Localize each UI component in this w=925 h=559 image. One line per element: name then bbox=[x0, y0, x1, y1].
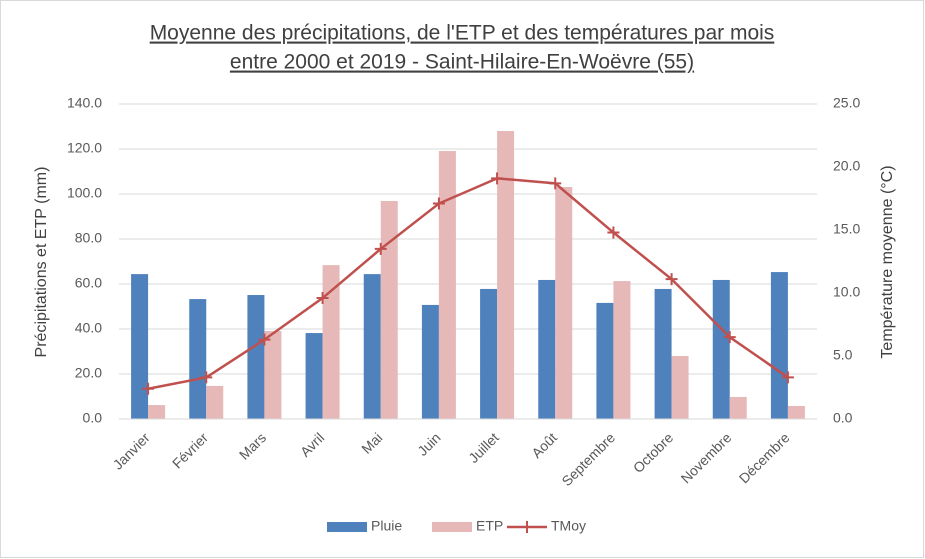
y-tick-label: 0.0 bbox=[83, 410, 103, 426]
bar bbox=[712, 279, 730, 419]
legend-label: Pluie bbox=[371, 518, 402, 534]
bar bbox=[206, 385, 224, 419]
y2-tick-label: 25.0 bbox=[833, 95, 860, 111]
bar bbox=[380, 200, 398, 419]
marker bbox=[432, 197, 445, 210]
bar bbox=[421, 304, 439, 419]
marker bbox=[549, 177, 562, 190]
y2-tick-label: 0.0 bbox=[833, 410, 853, 426]
bar bbox=[671, 356, 689, 419]
marker bbox=[491, 172, 504, 185]
y-tick-label: 40.0 bbox=[75, 320, 102, 336]
y-tick-label: 120.0 bbox=[67, 140, 102, 156]
legend-label: TMoy bbox=[551, 518, 586, 534]
bar bbox=[322, 265, 340, 419]
y-tick-label: 20.0 bbox=[75, 365, 102, 381]
y-tick-label: 140.0 bbox=[67, 95, 102, 111]
bar bbox=[555, 187, 573, 419]
y-tick-label: 60.0 bbox=[75, 275, 102, 291]
y2-tick-label: 20.0 bbox=[833, 158, 860, 174]
legend-label: ETP bbox=[476, 518, 503, 534]
y2-tick-label: 5.0 bbox=[833, 347, 853, 363]
y2-tick-label: 10.0 bbox=[833, 284, 860, 300]
y-tick-label: 100.0 bbox=[67, 185, 102, 201]
bar bbox=[538, 279, 556, 419]
bar bbox=[131, 274, 149, 419]
legend-swatch bbox=[432, 522, 472, 532]
y2-axis-title: Température moyenne (°C) bbox=[879, 165, 896, 358]
legend-swatch bbox=[327, 522, 367, 532]
bar bbox=[480, 288, 498, 419]
marker bbox=[607, 226, 620, 239]
bar bbox=[305, 333, 323, 419]
bar bbox=[264, 331, 282, 419]
line bbox=[147, 177, 789, 390]
marker bbox=[316, 292, 329, 305]
y2-tick-label: 15.0 bbox=[833, 221, 860, 237]
bar bbox=[497, 131, 515, 419]
marker bbox=[781, 371, 794, 384]
marker bbox=[142, 382, 155, 395]
bar bbox=[363, 274, 381, 419]
bar bbox=[787, 405, 805, 419]
bar bbox=[438, 151, 456, 419]
marker bbox=[258, 333, 271, 346]
bar bbox=[654, 288, 672, 419]
chart-title: Moyenne des précipitations, de l'ETP et … bbox=[150, 22, 775, 45]
marker bbox=[200, 371, 213, 384]
bar bbox=[770, 272, 788, 419]
bar bbox=[148, 405, 166, 419]
y-tick-label: 80.0 bbox=[75, 230, 102, 246]
bar bbox=[247, 295, 265, 419]
y-axis-title: Précipitations et ETP (mm) bbox=[33, 167, 50, 358]
bar bbox=[189, 299, 207, 419]
marker bbox=[665, 273, 678, 286]
chart-title: entre 2000 et 2019 - Saint-Hilaire-En-Wo… bbox=[230, 51, 694, 74]
bar bbox=[729, 396, 747, 419]
bar bbox=[596, 302, 614, 419]
marker bbox=[374, 242, 387, 255]
bar bbox=[613, 281, 631, 419]
marker bbox=[723, 331, 736, 344]
legend-swatch bbox=[521, 521, 533, 533]
